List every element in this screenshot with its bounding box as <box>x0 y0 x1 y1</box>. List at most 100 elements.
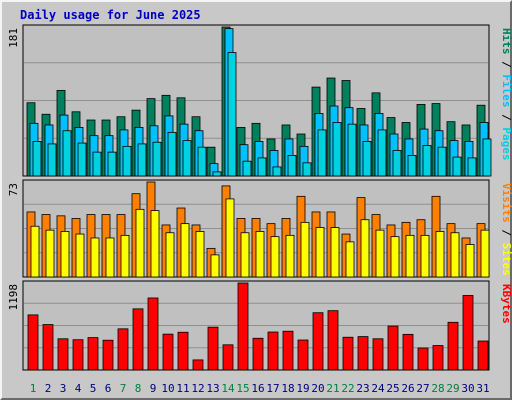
bar-kbytes-14 <box>222 344 234 371</box>
bar-sites-12 <box>195 231 205 278</box>
legend-separator: / <box>500 223 512 243</box>
bar-pages-16 <box>257 157 267 177</box>
bar-kbytes-25 <box>387 325 399 371</box>
bar-pages-21 <box>332 122 342 177</box>
x-tick-label-9: 9 <box>150 382 157 395</box>
x-tick-label-26: 26 <box>401 382 414 395</box>
bar-pages-17 <box>272 166 282 177</box>
ymax-label-kbytes: 1198 <box>7 284 20 311</box>
bar-pages-29 <box>452 156 462 177</box>
bar-pages-1 <box>32 141 42 177</box>
bar-kbytes-5 <box>87 337 99 371</box>
x-tick-label-17: 17 <box>266 382 279 395</box>
bar-pages-15 <box>242 160 252 177</box>
bar-sites-15 <box>240 232 250 278</box>
x-tick-label-14: 14 <box>221 382 235 395</box>
x-tick-label-6: 6 <box>105 382 112 395</box>
x-tick-label-25: 25 <box>386 382 399 395</box>
bar-kbytes-31 <box>477 340 489 371</box>
bar-kbytes-20 <box>312 312 324 371</box>
bar-sites-6 <box>105 237 115 278</box>
bar-pages-3 <box>62 130 72 177</box>
bar-sites-30 <box>465 244 475 278</box>
bar-pages-31 <box>482 138 492 177</box>
bar-pages-24 <box>377 129 387 177</box>
bar-pages-7 <box>122 145 132 177</box>
bar-kbytes-30 <box>462 295 474 371</box>
x-tick-label-3: 3 <box>60 382 67 395</box>
bar-sites-16 <box>255 231 265 278</box>
x-tick-label-5: 5 <box>90 382 97 395</box>
bar-pages-10 <box>167 131 177 177</box>
ymax-label-hits-files-pages: 181 <box>7 28 20 48</box>
x-tick-label-2: 2 <box>45 382 52 395</box>
x-tick-label-12: 12 <box>191 382 204 395</box>
bar-kbytes-10 <box>162 333 174 371</box>
bar-sites-1 <box>30 225 40 278</box>
bar-pages-27 <box>422 145 432 177</box>
bar-kbytes-13 <box>207 326 219 371</box>
x-tick-label-11: 11 <box>176 382 189 395</box>
bar-sites-31 <box>480 229 490 278</box>
x-tick-label-10: 10 <box>161 382 174 395</box>
bar-kbytes-23 <box>357 336 369 371</box>
bar-sites-13 <box>210 254 220 278</box>
bar-sites-21 <box>330 227 340 278</box>
bar-sites-11 <box>180 223 190 278</box>
bar-kbytes-2 <box>42 324 54 371</box>
bar-sites-10 <box>165 232 175 278</box>
bar-pages-19 <box>302 162 312 177</box>
bar-sites-29 <box>450 232 460 278</box>
bar-kbytes-1 <box>27 314 39 371</box>
x-tick-label-16: 16 <box>251 382 264 395</box>
x-tick-label-20: 20 <box>311 382 324 395</box>
bar-pages-13 <box>212 171 222 177</box>
bar-sites-27 <box>420 234 430 278</box>
bar-sites-2 <box>45 229 55 278</box>
bar-sites-19 <box>300 221 310 278</box>
x-tick-label-4: 4 <box>75 382 82 395</box>
x-tick-label-24: 24 <box>371 382 385 395</box>
bar-pages-6 <box>107 151 117 177</box>
legend-item-files: Files <box>500 74 512 107</box>
legend-hits-files-pages: Hits / Files / Pages <box>500 28 512 161</box>
bar-kbytes-12 <box>192 359 204 371</box>
legend-item-visits: Visits <box>500 183 512 223</box>
bar-kbytes-28 <box>432 345 444 371</box>
bar-sites-7 <box>120 234 130 278</box>
x-tick-label-1: 1 <box>30 382 37 395</box>
x-tick-label-8: 8 <box>135 382 142 395</box>
legend-separator: / <box>500 55 512 75</box>
bar-kbytes-3 <box>57 338 69 371</box>
ymax-label-visits-sites: 73 <box>7 183 20 196</box>
legend-item-pages: Pages <box>500 127 512 160</box>
bar-kbytes-11 <box>177 331 189 371</box>
bar-pages-20 <box>317 129 327 177</box>
bar-sites-23 <box>360 219 370 278</box>
bar-kbytes-8 <box>132 308 144 371</box>
bar-kbytes-27 <box>417 347 429 371</box>
bar-kbytes-19 <box>297 339 309 371</box>
bar-pages-28 <box>437 146 447 177</box>
bar-kbytes-6 <box>102 339 114 371</box>
bar-kbytes-29 <box>447 321 459 371</box>
bar-pages-14 <box>227 52 237 177</box>
x-tick-label-19: 19 <box>296 382 309 395</box>
x-tick-label-28: 28 <box>431 382 444 395</box>
bar-pages-8 <box>137 143 147 177</box>
legend-item-sites: Sites <box>500 243 512 276</box>
bar-kbytes-15 <box>237 282 249 371</box>
bar-sites-5 <box>90 237 100 278</box>
bar-sites-28 <box>435 231 445 278</box>
x-tick-label-22: 22 <box>341 382 354 395</box>
x-tick-label-7: 7 <box>120 382 127 395</box>
bar-pages-2 <box>47 143 57 177</box>
bar-pages-9 <box>152 141 162 177</box>
bar-pages-26 <box>407 155 417 177</box>
x-tick-label-30: 30 <box>461 382 474 395</box>
bar-sites-26 <box>405 234 415 278</box>
bar-kbytes-22 <box>342 336 354 371</box>
bar-pages-18 <box>287 155 297 177</box>
